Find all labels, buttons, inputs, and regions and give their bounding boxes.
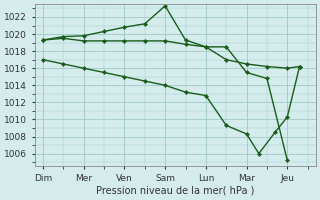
X-axis label: Pression niveau de la mer( hPa ): Pression niveau de la mer( hPa ): [96, 186, 254, 196]
